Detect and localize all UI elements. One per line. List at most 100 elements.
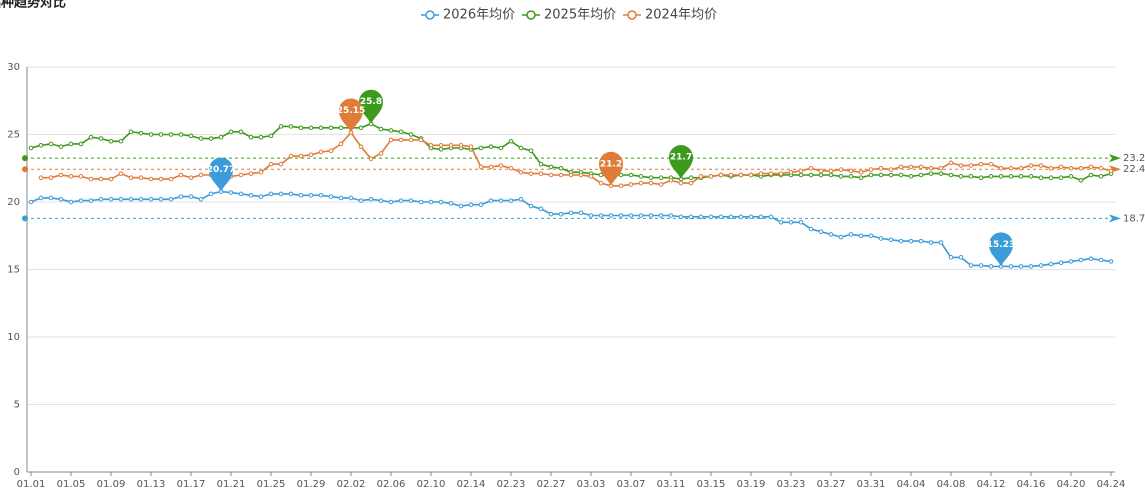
point: [418, 137, 424, 143]
point: [948, 255, 954, 260]
point: [458, 203, 464, 209]
average-label: 18.79: [1123, 213, 1145, 224]
point: [158, 176, 164, 182]
point: [578, 172, 584, 178]
pin-shape: [359, 89, 383, 124]
point: [1078, 178, 1084, 183]
point: [528, 203, 534, 209]
x-tick-label: 03.07: [617, 479, 646, 490]
point: [88, 176, 94, 182]
y-tick-label: 25: [7, 130, 20, 141]
point: [258, 134, 264, 140]
x-tick-label: 04.12: [977, 479, 1006, 490]
point: [98, 197, 104, 202]
mark-pin: 21.2: [599, 151, 623, 186]
point: [648, 175, 654, 180]
point: [1028, 174, 1034, 179]
point: [58, 172, 64, 178]
point: [138, 175, 144, 180]
point: [178, 194, 184, 199]
average-label: 22.43: [1123, 164, 1145, 175]
point: [868, 167, 874, 172]
point: [948, 172, 954, 178]
point: [928, 240, 934, 245]
point: [988, 161, 994, 167]
point: [438, 147, 444, 152]
average-start: [22, 215, 28, 222]
point: [678, 214, 684, 220]
point: [508, 165, 514, 171]
point: [388, 199, 394, 205]
point: [858, 170, 864, 175]
point: [1018, 174, 1024, 179]
point: [338, 195, 344, 201]
point: [138, 130, 144, 136]
point: [238, 191, 244, 197]
point: [758, 214, 764, 220]
average-arrow: [1109, 214, 1121, 223]
point: [228, 129, 234, 135]
point: [848, 174, 854, 179]
point: [448, 143, 454, 148]
point: [818, 168, 824, 174]
x-tick-label: 03.27: [817, 479, 846, 490]
point: [208, 191, 214, 197]
point: [1018, 165, 1024, 171]
point: [898, 164, 904, 170]
point: [248, 192, 254, 198]
point: [528, 171, 534, 176]
point: [428, 199, 434, 205]
point: [858, 175, 864, 180]
point: [1088, 256, 1094, 262]
point: [1108, 259, 1114, 264]
point: [158, 132, 164, 137]
point: [498, 198, 504, 203]
point: [1058, 164, 1064, 170]
point: [188, 194, 194, 199]
x-tick-label: 02.23: [497, 479, 526, 490]
point: [318, 149, 324, 155]
point: [1038, 175, 1044, 180]
x-tick-label: 01.21: [217, 479, 246, 490]
point: [728, 172, 734, 178]
x-tick-label: 04.04: [897, 479, 926, 490]
point: [838, 234, 844, 240]
point: [1078, 257, 1084, 263]
legend-icon-dot: [627, 10, 637, 20]
point: [508, 198, 514, 203]
y-tick-label: 10: [7, 332, 20, 343]
point: [548, 164, 554, 170]
point: [198, 136, 204, 141]
point: [478, 164, 484, 170]
point: [1058, 175, 1064, 180]
point: [628, 182, 634, 187]
point: [398, 129, 404, 135]
point: [538, 171, 544, 176]
point: [568, 172, 574, 178]
point: [358, 144, 364, 149]
point: [598, 213, 604, 218]
point: [478, 202, 484, 207]
x-tick-label: 01.25: [257, 479, 286, 490]
x-tick-label: 01.05: [57, 479, 86, 490]
point: [778, 171, 784, 176]
point: [838, 167, 844, 172]
point: [188, 133, 194, 139]
point: [38, 143, 44, 148]
y-tick-label: 0: [14, 467, 20, 478]
point: [198, 197, 204, 202]
point: [778, 219, 784, 225]
x-tick-label: 04.20: [1057, 479, 1086, 490]
point: [188, 175, 194, 180]
point: [148, 197, 154, 202]
point: [268, 191, 274, 197]
point: [788, 219, 794, 225]
point: [918, 164, 924, 170]
point: [868, 172, 874, 178]
point: [38, 175, 44, 180]
point: [658, 213, 664, 218]
point: [308, 152, 314, 158]
point: [1028, 264, 1034, 269]
pin-label: 21.2: [600, 159, 622, 169]
point: [1098, 174, 1104, 179]
